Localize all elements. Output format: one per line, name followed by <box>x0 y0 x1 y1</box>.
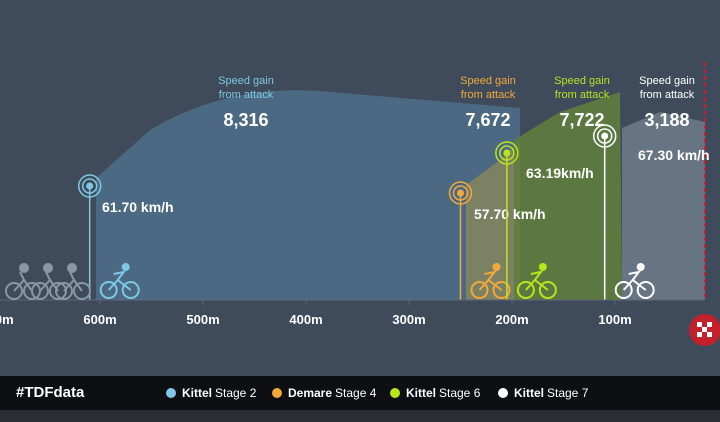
attack-marker-ring <box>448 181 473 205</box>
legend-item: Demare Stage 4 <box>272 386 376 400</box>
x-tick-label: 400m <box>289 312 322 327</box>
attack-marker-dot <box>601 132 609 140</box>
footer-bar: #TDFdata Kittel Stage 2 Demare Stage 4 Kit… <box>0 376 720 410</box>
attack-marker-dot <box>86 182 94 190</box>
cyclist-icon <box>99 263 140 299</box>
gain-caption: from attack <box>640 89 695 101</box>
gain-value: 3,188 <box>644 110 689 130</box>
gain-value: 8,316 <box>223 110 268 130</box>
speed-label: 63.19km/h <box>526 165 594 181</box>
speed-label: 67.30 km/h <box>638 147 710 163</box>
gain-value: 7,672 <box>465 110 510 130</box>
area-kittel-stage-2 <box>96 90 520 300</box>
cyclist-icon <box>614 263 655 299</box>
area-kittel-stage-7 <box>622 112 705 300</box>
x-tick-label: 200m <box>495 312 528 327</box>
area-kittel-stage-6 <box>514 92 622 300</box>
attack-marker-ring <box>452 185 469 201</box>
hashtag: #TDFdata <box>16 384 85 401</box>
attack-marker-ring <box>77 174 102 198</box>
gain-caption: Speed gain <box>639 75 695 87</box>
x-tick-label: 700m <box>0 312 14 327</box>
gain-caption: from attack <box>461 89 516 101</box>
gain-caption: Speed gain <box>554 75 610 87</box>
legend-dot-icon <box>390 388 400 398</box>
gain-caption: from attack <box>555 89 610 101</box>
speed-label: 61.70 km/h <box>102 199 174 215</box>
legend-item: Kittel Stage 2 <box>166 386 256 400</box>
attack-marker-ring <box>596 128 613 144</box>
gain-caption: Speed gain <box>460 75 516 87</box>
gain-value: 7,722 <box>559 110 604 130</box>
x-tick-label: 500m <box>186 312 219 327</box>
x-tick-label: 100m <box>598 312 631 327</box>
legend-dot-icon <box>498 388 508 398</box>
finish-flag-icon <box>689 314 720 346</box>
cyclist-icon <box>516 263 557 299</box>
legend-dot-icon <box>166 388 176 398</box>
attack-marker-ring <box>592 124 617 148</box>
attack-marker-ring <box>495 141 519 165</box>
legend-item: Kittel Stage 6 <box>390 386 480 400</box>
peloton-icon <box>5 263 91 300</box>
bottom-strip <box>0 410 720 422</box>
legend-item: Kittel Stage 7 <box>498 386 588 400</box>
speed-label: 57.70 km/h <box>474 206 546 222</box>
gain-caption: Speed gain <box>218 75 274 87</box>
x-tick-label: 300m <box>392 312 425 327</box>
gain-caption: from attack <box>219 89 274 101</box>
legend-dot-icon <box>272 388 282 398</box>
attack-marker-ring <box>81 178 98 194</box>
attack-marker-dot <box>457 189 464 197</box>
attack-marker-dot <box>503 149 511 157</box>
cyclist-icon <box>470 263 511 299</box>
x-tick-label: 600m <box>83 312 116 327</box>
attack-marker-ring <box>499 145 515 161</box>
